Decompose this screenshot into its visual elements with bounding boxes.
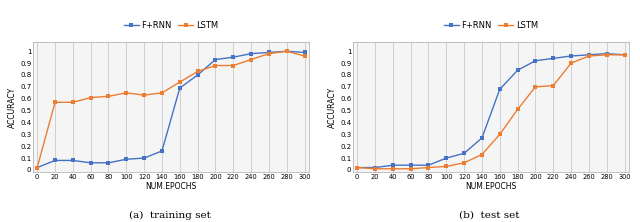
LSTM — [229, 64, 237, 67]
LSTM — [567, 62, 575, 64]
LSTM — [33, 166, 41, 169]
F+RNN — [621, 54, 628, 56]
F+RNN — [176, 87, 184, 89]
LSTM — [212, 64, 220, 67]
LSTM — [496, 133, 504, 136]
F+RNN — [69, 159, 77, 162]
F+RNN — [460, 152, 468, 155]
X-axis label: NUM.EPOCHS: NUM.EPOCHS — [465, 182, 516, 191]
Legend: F+RNN, LSTM: F+RNN, LSTM — [440, 17, 541, 33]
LSTM — [442, 165, 450, 168]
F+RNN — [478, 137, 486, 139]
LSTM — [247, 58, 255, 61]
LSTM — [514, 108, 522, 111]
F+RNN — [247, 52, 255, 55]
F+RNN — [389, 164, 397, 166]
LSTM — [105, 95, 113, 98]
F+RNN — [283, 50, 291, 53]
LSTM — [301, 55, 308, 57]
F+RNN — [514, 69, 522, 71]
LSTM — [371, 167, 379, 170]
LSTM — [283, 50, 291, 53]
F+RNN — [158, 150, 166, 152]
Y-axis label: ACCURACY: ACCURACY — [328, 87, 337, 128]
LSTM — [621, 54, 628, 56]
LSTM — [176, 81, 184, 83]
F+RNN — [140, 157, 148, 159]
F+RNN — [567, 55, 575, 57]
Y-axis label: ACCURACY: ACCURACY — [8, 87, 17, 128]
X-axis label: NUM.EPOCHS: NUM.EPOCHS — [145, 182, 196, 191]
LSTM — [122, 91, 130, 94]
Text: (a)  training set: (a) training set — [129, 210, 211, 220]
F+RNN — [532, 59, 540, 62]
LSTM — [532, 85, 540, 88]
F+RNN — [549, 57, 557, 60]
LSTM — [158, 91, 166, 94]
Legend: F+RNN, LSTM: F+RNN, LSTM — [120, 17, 221, 33]
LSTM — [353, 166, 361, 169]
F+RNN — [122, 158, 130, 161]
LSTM — [51, 101, 59, 104]
Text: (b)  test set: (b) test set — [460, 210, 520, 220]
Line: LSTM: LSTM — [355, 53, 627, 171]
F+RNN — [407, 164, 415, 166]
LSTM — [585, 55, 593, 57]
Line: LSTM: LSTM — [35, 49, 307, 170]
F+RNN — [353, 166, 361, 169]
LSTM — [478, 153, 486, 156]
F+RNN — [51, 159, 59, 162]
Line: F+RNN: F+RNN — [35, 49, 307, 170]
Line: F+RNN: F+RNN — [355, 52, 627, 170]
LSTM — [194, 70, 202, 73]
F+RNN — [33, 166, 41, 169]
LSTM — [69, 101, 77, 104]
F+RNN — [87, 161, 95, 164]
LSTM — [603, 54, 611, 56]
F+RNN — [442, 157, 450, 159]
LSTM — [140, 94, 148, 97]
LSTM — [265, 52, 273, 55]
F+RNN — [301, 51, 308, 54]
LSTM — [87, 96, 95, 99]
F+RNN — [496, 88, 504, 91]
F+RNN — [265, 51, 273, 54]
LSTM — [407, 167, 415, 170]
LSTM — [460, 161, 468, 164]
F+RNN — [229, 56, 237, 59]
LSTM — [425, 166, 433, 169]
F+RNN — [585, 54, 593, 56]
F+RNN — [425, 164, 433, 166]
F+RNN — [212, 58, 220, 61]
LSTM — [389, 167, 397, 170]
F+RNN — [194, 74, 202, 76]
F+RNN — [603, 52, 611, 55]
F+RNN — [371, 166, 379, 169]
LSTM — [549, 84, 557, 87]
F+RNN — [105, 161, 113, 164]
